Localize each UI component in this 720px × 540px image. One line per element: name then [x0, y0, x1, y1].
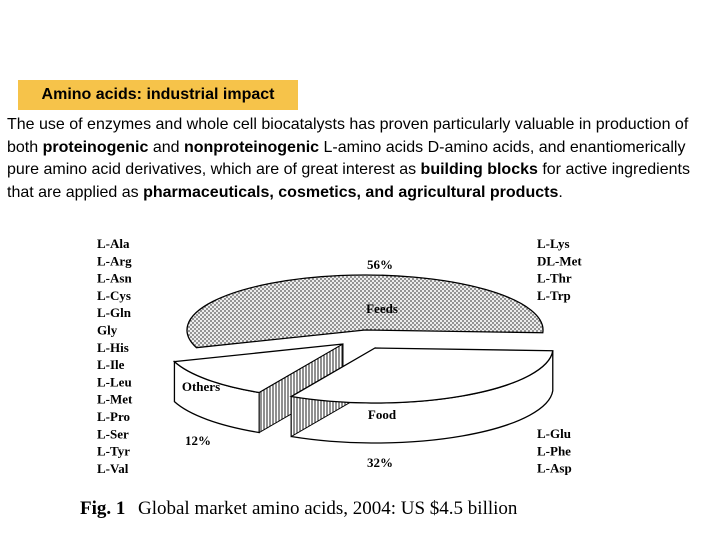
amino-acid-label-others: L-Met — [97, 392, 133, 407]
slice-name-feeds: Feeds — [366, 301, 398, 316]
amino-acid-label-others: L-Tyr — [97, 444, 130, 459]
slide-title: Amino acids: industrial impact — [18, 80, 298, 110]
amino-acid-label-feeds: L-Thr — [537, 271, 572, 286]
slide-paragraph: The use of enzymes and whole cell biocat… — [7, 114, 707, 204]
bold-phrase: proteinogenic — [43, 139, 149, 156]
amino-acid-label-others: L-Val — [97, 461, 129, 476]
amino-acid-label-others: L-Asn — [97, 271, 132, 286]
slice-name-food: Food — [368, 407, 397, 422]
amino-acid-label-others: L-Arg — [97, 253, 132, 268]
amino-acid-label-food: L-Asp — [537, 461, 572, 476]
pct-label-others: 12% — [185, 433, 211, 448]
amino-acid-label-others: L-Ile — [97, 357, 125, 372]
slice-feeds — [187, 275, 543, 348]
amino-acid-label-food: L-Phe — [537, 443, 571, 458]
amino-acid-label-others: L-Leu — [97, 374, 132, 389]
amino-acid-label-food: L-Glu — [537, 426, 571, 441]
amino-acid-label-others: Gly — [97, 323, 118, 338]
amino-acid-label-others: L-Ser — [97, 426, 129, 441]
amino-acid-label-others: L-Cys — [97, 288, 131, 303]
pie-chart: Feeds Food Others 56% 32% 12% L-Ala L-Arg L-Asn L… — [80, 230, 600, 525]
text-run: . — [558, 184, 562, 201]
pie-chart-figure: Feeds Food Others 56% 32% 12% L-Ala L-Arg L-Asn L… — [80, 230, 600, 525]
pct-label-food: 32% — [367, 455, 393, 470]
amino-acid-label-others: L-Ala — [97, 236, 130, 251]
chart-title: Global market amino acids, 2004: US $4.5… — [138, 498, 518, 519]
amino-acid-label-others: L-Gln — [97, 305, 132, 320]
figure-label: Fig. 1 — [80, 498, 125, 519]
bold-phrase: building blocks — [421, 161, 538, 178]
slice-name-others: Others — [182, 379, 220, 394]
amino-acid-label-feeds: L-Trp — [537, 288, 571, 303]
pie-slices — [174, 275, 552, 443]
bold-phrase: nonproteinogenic — [184, 139, 319, 156]
amino-acid-label-others: L-Pro — [97, 409, 130, 424]
amino-acid-label-others: L-His — [97, 340, 129, 355]
text-run: and — [148, 139, 184, 156]
amino-acid-label-feeds: DL-Met — [537, 253, 582, 268]
bold-phrase: pharmaceuticals, cosmetics, and agricult… — [143, 184, 558, 201]
amino-acid-label-feeds: L-Lys — [537, 236, 570, 251]
pct-label-feeds: 56% — [367, 257, 393, 272]
